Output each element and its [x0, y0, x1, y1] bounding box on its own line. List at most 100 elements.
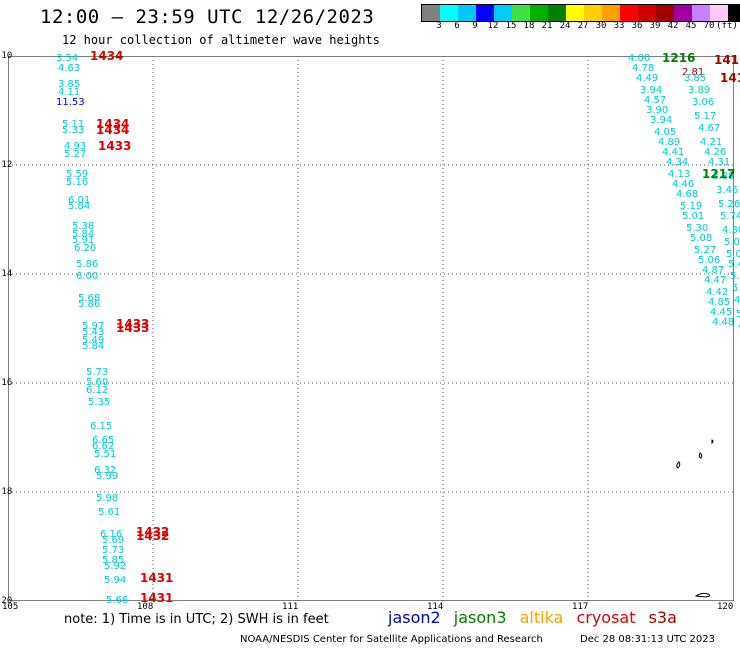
- swh-value: 3.90: [646, 105, 669, 116]
- color-scale-label: 39: [649, 21, 661, 31]
- swh-value: 6.16: [100, 529, 123, 540]
- swh-value: 5.98: [96, 493, 119, 504]
- swh-value: 5.40: [728, 259, 740, 270]
- swh-value: 5.73: [102, 545, 125, 556]
- swh-value: 5.38: [72, 221, 95, 232]
- swh-value: 4.42: [706, 287, 729, 298]
- swh-value: 3.88: [712, 171, 735, 182]
- pass-time: 1433: [116, 321, 150, 335]
- lat-label: -16: [0, 378, 13, 388]
- color-swatch: [512, 5, 530, 21]
- swh-value: 3.54: [56, 53, 79, 64]
- color-scale-label: 24: [559, 21, 571, 31]
- color-swatch: [422, 5, 440, 21]
- pass-time: 141: [714, 53, 740, 67]
- lat-label: -10: [0, 51, 13, 61]
- swh-value: 2.81: [682, 67, 705, 78]
- lat-label: -12: [0, 160, 13, 170]
- pass-time: 1431: [140, 571, 174, 585]
- swh-value: 4.48: [712, 317, 735, 328]
- lon-label: 114: [427, 602, 444, 612]
- lon-label: 120: [717, 602, 734, 612]
- pass-time: 1216: [662, 51, 696, 65]
- swh-value: 5.08: [690, 233, 713, 244]
- pass-time: 1434: [90, 49, 124, 63]
- swh-value: 5.00: [726, 249, 740, 260]
- color-scale-label: 6: [454, 21, 460, 31]
- swh-value: 4.47: [704, 275, 727, 286]
- swh-value: 6.62: [92, 441, 115, 452]
- swh-value: 5.19: [680, 201, 703, 212]
- swh-value: 5.27: [694, 245, 717, 256]
- swh-value: 5.60: [86, 377, 109, 388]
- swh-value: 5.49: [82, 335, 105, 346]
- swh-value: 5.27: [64, 149, 87, 160]
- pass-time: 1432: [136, 525, 170, 539]
- satellite-legend: jason2 jason3 altika cryosat s3a: [388, 608, 685, 627]
- island-shape: [694, 592, 711, 598]
- pass-time: 1217: [702, 167, 736, 181]
- lon-label: 111: [282, 602, 299, 612]
- swh-value: 5.84: [82, 341, 105, 352]
- color-swatch: [638, 5, 656, 21]
- swh-value: 3.46: [716, 185, 739, 196]
- lon-label: 105: [2, 602, 19, 612]
- lat-label: -18: [0, 487, 13, 497]
- color-swatch: [692, 5, 710, 21]
- swh-value: 5.33: [62, 125, 85, 136]
- color-swatch: [530, 5, 548, 21]
- swh-value: 4.93: [734, 295, 740, 306]
- swh-value: 5.84: [68, 201, 91, 212]
- pass-time: 1434: [96, 123, 130, 137]
- color-scale-label: 36: [631, 21, 643, 31]
- color-scale-label: 70: [703, 21, 715, 31]
- island-shape: [711, 439, 714, 445]
- swh-value: 4.73: [738, 322, 740, 332]
- swh-value: 6.32: [94, 465, 117, 476]
- swh-value: 4.57: [644, 95, 667, 106]
- swh-value: 5.59: [66, 169, 89, 180]
- footnote: note: 1) Time is in UTC; 2) SWH is in fe…: [64, 612, 329, 627]
- swh-value: 4.67: [698, 123, 721, 134]
- color-swatch: [710, 5, 728, 21]
- swh-value: 4.45: [710, 307, 733, 318]
- swh-value: 5.26: [718, 199, 740, 210]
- lon-label: 108: [137, 602, 154, 612]
- swh-value: 6.01: [68, 195, 91, 206]
- pass-time: 141: [720, 71, 740, 85]
- swh-value: 4.46: [672, 179, 695, 190]
- lon-label: 117: [572, 602, 589, 612]
- swh-value: 4.34: [666, 157, 689, 168]
- swh-value: 5.86: [78, 299, 101, 310]
- color-scale-label: 3: [436, 21, 442, 31]
- color-scale-label: 15: [505, 21, 517, 31]
- swh-value: 5.17: [694, 111, 717, 122]
- color-scale-label: 12: [487, 21, 499, 31]
- swh-value: 3.06: [692, 97, 715, 108]
- color-scale-label: 9: [472, 21, 478, 31]
- color-swatch: [656, 5, 674, 21]
- generated-timestamp: Dec 28 08:31:13 UTC 2023: [580, 634, 715, 645]
- color-scale-label: 27: [577, 21, 589, 31]
- graticule: [8, 56, 734, 601]
- swh-value: 5.06: [698, 255, 721, 266]
- coastline: [676, 439, 714, 598]
- color-scale-label: (ft): [716, 21, 738, 31]
- color-scale-label: 18: [523, 21, 535, 31]
- swh-value: 5.43: [82, 327, 105, 338]
- swh-value: 5.51: [94, 449, 117, 460]
- map-subtitle: 12 hour collection of altimeter wave hei…: [62, 33, 380, 47]
- color-swatch: [728, 5, 740, 21]
- color-swatch: [458, 5, 476, 21]
- legend-jason3: jason3: [453, 608, 507, 627]
- swh-value: 4.93: [64, 141, 87, 152]
- swh-value: 3.89: [688, 85, 711, 96]
- pass-time: 1432: [136, 529, 170, 543]
- swh-value: 5.85: [102, 555, 125, 566]
- swh-value: 5.61: [98, 507, 121, 518]
- swh-value: 4.63: [58, 63, 81, 74]
- swh-value: 4.49: [636, 73, 659, 84]
- lat-label: -14: [0, 269, 13, 279]
- color-swatch: [548, 5, 566, 21]
- swh-value: 5.86: [76, 259, 99, 270]
